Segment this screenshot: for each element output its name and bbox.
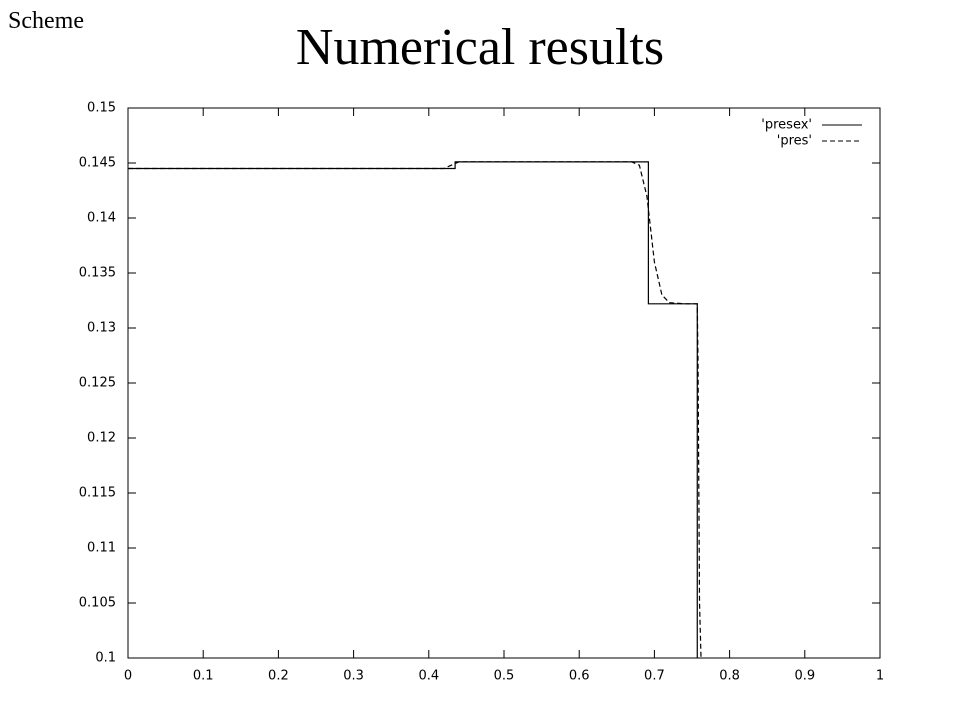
x-tick-label: 0.2 — [268, 669, 289, 684]
x-tick-label: 0.4 — [418, 669, 439, 684]
y-tick-label: 0.105 — [79, 596, 116, 611]
x-tick-label: 0.5 — [494, 669, 515, 684]
slide-label: Scheme — [8, 8, 84, 34]
y-tick-label: 0.12 — [87, 431, 116, 446]
series-line — [128, 161, 702, 658]
series-line — [128, 161, 698, 658]
y-tick-label: 0.115 — [79, 486, 116, 501]
x-tick-label: 0.6 — [569, 669, 590, 684]
x-tick-label: 0.9 — [794, 669, 815, 684]
x-tick-label: 0.7 — [644, 669, 665, 684]
x-tick-label: 0.8 — [719, 669, 740, 684]
y-tick-label: 0.11 — [87, 541, 116, 556]
y-tick-label: 0.1 — [95, 651, 116, 666]
legend-label: 'pres' — [777, 134, 812, 149]
y-tick-label: 0.145 — [79, 156, 116, 171]
y-tick-label: 0.135 — [79, 266, 116, 281]
y-tick-label: 0.125 — [79, 376, 116, 391]
y-tick-label: 0.13 — [87, 321, 116, 336]
plot-border — [127, 107, 881, 659]
y-tick-label: 0.15 — [87, 101, 116, 116]
x-tick-label: 1 — [876, 669, 884, 684]
plot-area — [128, 161, 702, 658]
x-tick-label: 0.1 — [193, 669, 214, 684]
chart-title: Numerical results — [296, 19, 664, 76]
x-tick-label: 0.3 — [343, 669, 364, 684]
y-tick-label: 0.14 — [87, 211, 116, 226]
legend-label: 'presex' — [761, 118, 812, 133]
x-tick-label: 0 — [124, 669, 132, 684]
